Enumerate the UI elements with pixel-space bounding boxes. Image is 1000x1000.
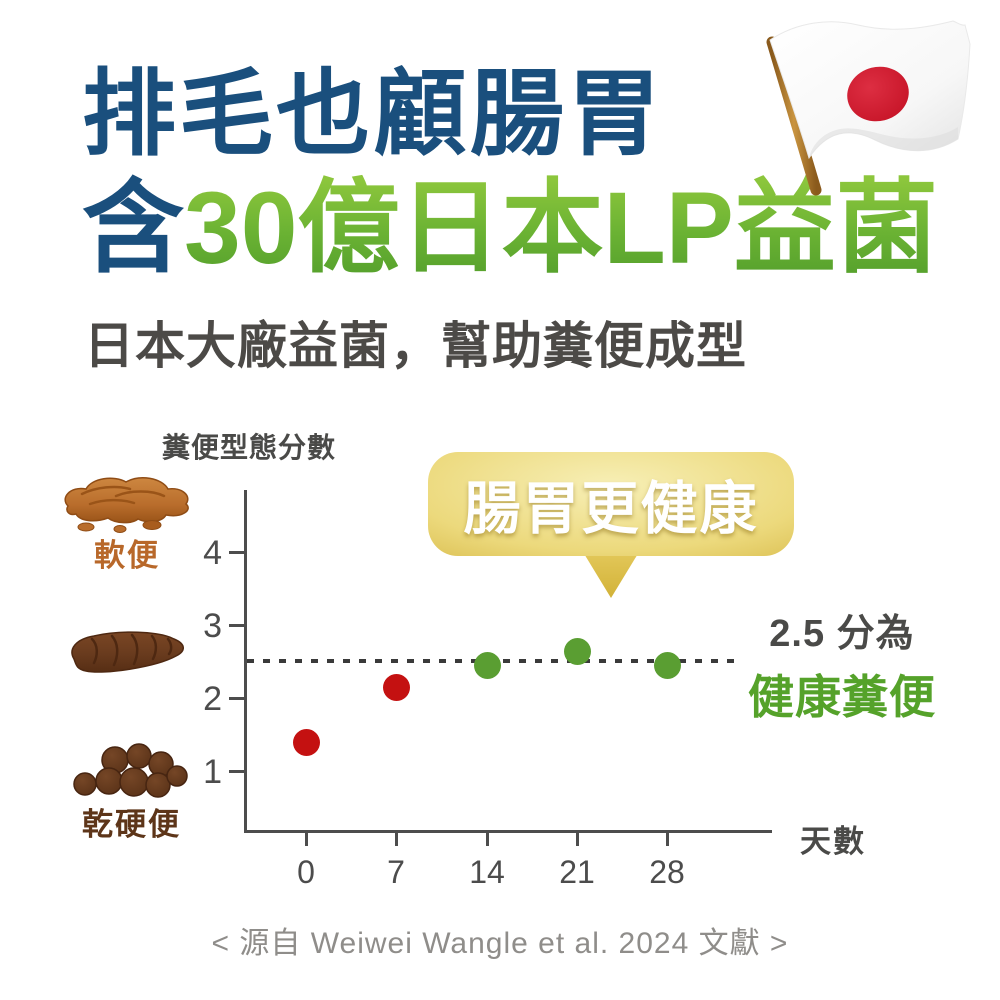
- subtitle: 日本大廠益菌，幫助糞便成型: [84, 318, 747, 374]
- threshold-annotation-score: 2.5 分為: [769, 613, 915, 655]
- title-line2-prefix: 含: [82, 171, 184, 285]
- y-axis-title: 糞便型態分數: [162, 432, 337, 463]
- title-line1: 排毛也顧腸胃: [82, 61, 665, 166]
- x-tick: [305, 833, 308, 846]
- y-tick-label: 1: [203, 753, 222, 791]
- y-tick: [229, 697, 244, 700]
- y-axis-line: [244, 490, 247, 833]
- x-tick: [576, 833, 579, 846]
- callout-text: 腸胃更健康: [463, 477, 759, 541]
- x-tick-label: 28: [649, 854, 685, 890]
- dry-hard-stool-icon: [73, 743, 188, 798]
- callout-bubble-tail: [583, 552, 639, 598]
- callout-bubble: 腸胃更健康: [428, 452, 794, 556]
- soft-stool-icon: [64, 477, 189, 533]
- threshold-annotation-label: 健康糞便: [748, 671, 936, 723]
- data-point-day-14: [473, 652, 501, 680]
- x-tick-label: 0: [297, 854, 315, 890]
- y-tick: [229, 551, 244, 554]
- japan-flag-icon: [766, 20, 971, 196]
- data-point-day-7: [383, 674, 411, 702]
- x-axis-line: [244, 830, 772, 833]
- y-tick: [229, 770, 244, 773]
- threshold-annotation: 2.5 分為 健康糞便: [735, 602, 949, 727]
- x-tick-label: 14: [469, 854, 505, 890]
- x-tick: [395, 833, 398, 846]
- y-tick-label: 2: [203, 680, 222, 718]
- soft-stool-label: 軟便: [94, 538, 160, 573]
- y-tick-label: 3: [203, 607, 222, 645]
- data-point-day-0: [293, 728, 320, 756]
- y-tick-label: 4: [203, 534, 222, 572]
- data-point-day-28: [654, 652, 681, 680]
- x-axis-title: 天數: [800, 824, 866, 859]
- x-tick-label: 21: [559, 854, 595, 890]
- source-citation: < 源自 Weiwei Wangle et al. 2024 文獻 >: [211, 927, 789, 960]
- healthy-threshold-dotted-line: [247, 659, 739, 663]
- dry-hard-stool-label: 乾硬便: [82, 807, 181, 842]
- x-tick: [666, 833, 669, 846]
- x-tick-label: 7: [387, 854, 405, 890]
- y-tick: [229, 624, 244, 627]
- x-tick: [486, 833, 489, 846]
- normal-stool-icon: [71, 631, 184, 673]
